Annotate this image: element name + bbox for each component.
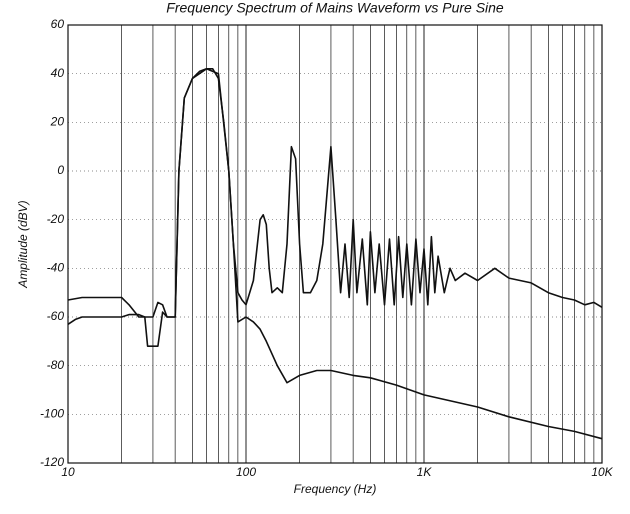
y-tick-label: -100	[40, 407, 64, 421]
y-axis-label: Amplitude (dBV)	[16, 200, 30, 288]
y-tick-label: 20	[50, 115, 65, 129]
x-tick-label: 100	[236, 465, 256, 479]
y-tick-label: -120	[40, 455, 64, 469]
x-tick-label: 10	[61, 465, 75, 479]
y-tick-label: 40	[51, 66, 65, 80]
y-tick-label: -20	[47, 212, 65, 226]
y-tick-label: 60	[51, 17, 65, 31]
y-tick-label: 0	[57, 163, 64, 177]
x-tick-label: 10K	[591, 465, 613, 479]
series-line	[67, 68, 603, 318]
y-tick-label: -80	[47, 358, 65, 372]
x-axis-label: Frequency (Hz)	[294, 482, 377, 496]
plot-frame	[67, 24, 603, 464]
series-line	[67, 68, 603, 440]
y-tick-label: -40	[47, 261, 65, 275]
x-tick-label: 1K	[417, 465, 433, 479]
chart-title: Frequency Spectrum of Mains Waveform vs …	[166, 0, 504, 16]
y-tick-label: -60	[47, 309, 65, 323]
